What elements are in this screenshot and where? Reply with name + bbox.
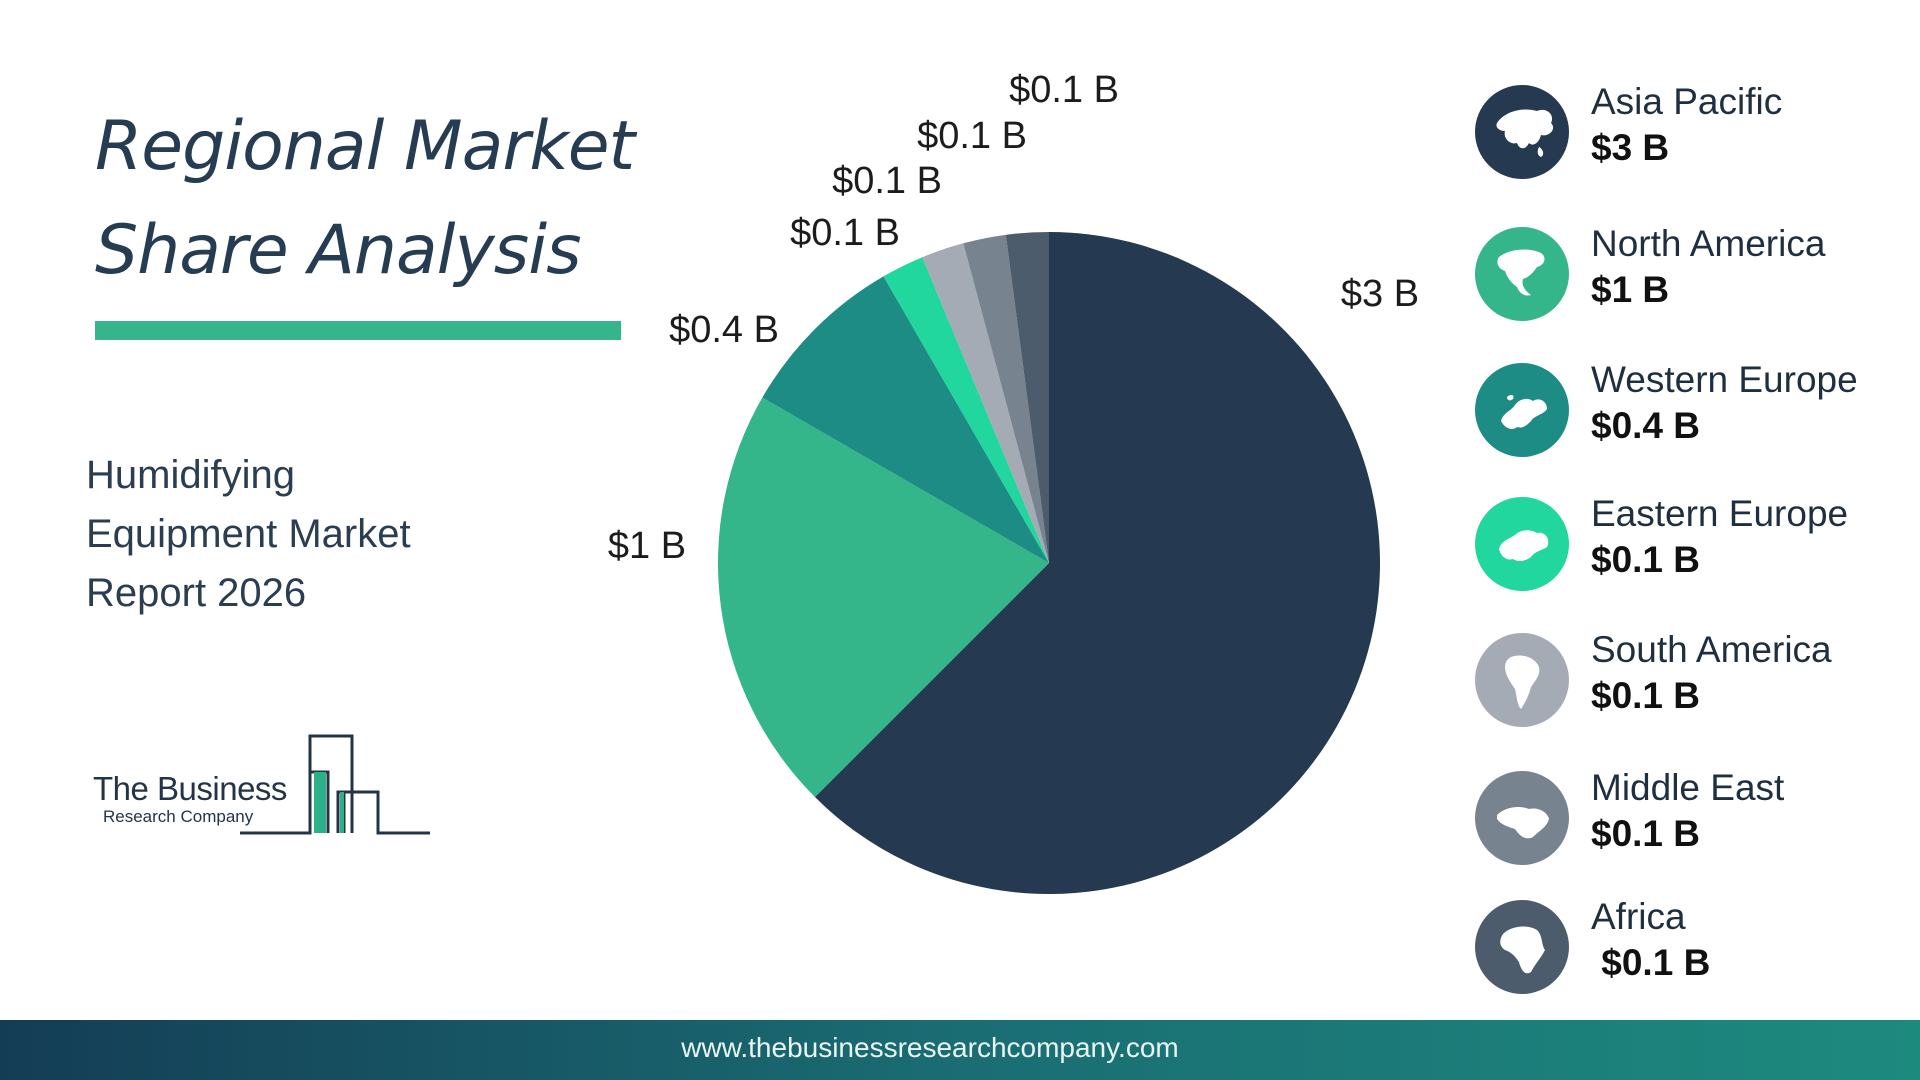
legend-value: $0.4 B <box>1591 405 1701 446</box>
report-subtitle: Humidifying Equipment Market Report 2026 <box>86 446 486 623</box>
pie-slice-north-america <box>718 397 1049 798</box>
subtitle-line-1: Humidifying <box>86 453 295 497</box>
title-underline <box>95 321 621 340</box>
logo-text-line-2: Research Company <box>103 807 254 826</box>
legend-item-eastern-europe: Eastern Europe $0.1 B <box>1472 490 1912 600</box>
pie-label-north-america: $1 B <box>608 525 686 567</box>
pie-slice-eastern-europe <box>883 257 1049 563</box>
south-america-map-icon <box>1475 633 1569 727</box>
pie-slice-africa <box>1005 232 1049 563</box>
pie-label-western-europe: $0.4 B <box>669 309 779 351</box>
title-line-1: Regional Market <box>95 107 635 186</box>
legend-item-asia-pacific: Asia Pacific $3 B <box>1472 78 1912 188</box>
legend-value: $0.1 B <box>1591 813 1701 854</box>
africa-map-icon <box>1475 900 1569 994</box>
legend-item-middle-east: Middle East $0.1 B <box>1472 764 1912 874</box>
subtitle-line-2: Equipment Market <box>86 512 411 556</box>
company-logo: The Business Research Company <box>90 728 440 838</box>
asia-map-icon <box>1475 85 1569 179</box>
legend-label: Asia Pacific <box>1591 81 1783 122</box>
pie-chart: $3 B$1 B$0.4 B$0.1 B$0.1 B$0.1 B$0.1 B <box>608 69 1419 894</box>
legend-label: North America <box>1591 223 1826 264</box>
pie-slice-western-europe <box>762 276 1049 563</box>
legend-label: Western Europe <box>1591 359 1858 400</box>
legend-value: $0.1 B <box>1591 539 1701 580</box>
middle-east-map-icon <box>1475 771 1569 865</box>
north-america-map-icon <box>1475 227 1569 321</box>
legend-label: Middle East <box>1591 767 1785 808</box>
pie-label-middle-east: $0.1 B <box>917 115 1027 157</box>
eastern-europe-map-icon <box>1475 497 1569 591</box>
subtitle-line-3: Report 2026 <box>86 571 307 615</box>
pie-label-eastern-europe: $0.1 B <box>790 212 900 254</box>
pie-label-asia-pacific: $3 B <box>1341 273 1419 315</box>
title-line-2: Share Analysis <box>95 211 582 290</box>
legend-label: Eastern Europe <box>1591 493 1849 534</box>
pie-slice-middle-east <box>963 234 1049 563</box>
pie-label-africa: $0.1 B <box>1009 69 1119 111</box>
logo-text-line-1: The Business <box>93 770 287 807</box>
logo-buildings-graphic <box>240 734 430 835</box>
legend-value: $0.1 B <box>1591 942 1711 983</box>
pie-label-south-america: $0.1 B <box>832 160 942 202</box>
footer-bar: www.thebusinessresearchcompany.com <box>0 1020 1920 1080</box>
legend-label: South America <box>1591 629 1832 670</box>
page-title: Regional Market Share Analysis <box>95 95 655 303</box>
legend-item-south-america: South America $0.1 B <box>1472 626 1912 736</box>
pie-labels: $3 B$1 B$0.4 B$0.1 B$0.1 B$0.1 B$0.1 B <box>608 69 1419 567</box>
website-link[interactable]: www.thebusinessresearchcompany.com <box>681 1032 1179 1063</box>
legend-label: Africa <box>1591 896 1686 937</box>
logo-bar-green <box>314 772 326 833</box>
legend-value: $1 B <box>1591 269 1670 310</box>
legend-item-north-america: North America $1 B <box>1472 220 1912 330</box>
legend-value: $0.1 B <box>1591 675 1701 716</box>
pie-slice-asia-pacific <box>814 231 1381 894</box>
legend-value: $3 B <box>1591 127 1670 168</box>
pie-slices <box>718 231 1381 894</box>
pie-slice-south-america <box>922 243 1049 563</box>
western-europe-map-icon <box>1475 363 1569 457</box>
legend-item-western-europe: Western Europe $0.4 B <box>1472 356 1912 466</box>
legend-item-africa: Africa $0.1 B <box>1472 893 1912 1003</box>
